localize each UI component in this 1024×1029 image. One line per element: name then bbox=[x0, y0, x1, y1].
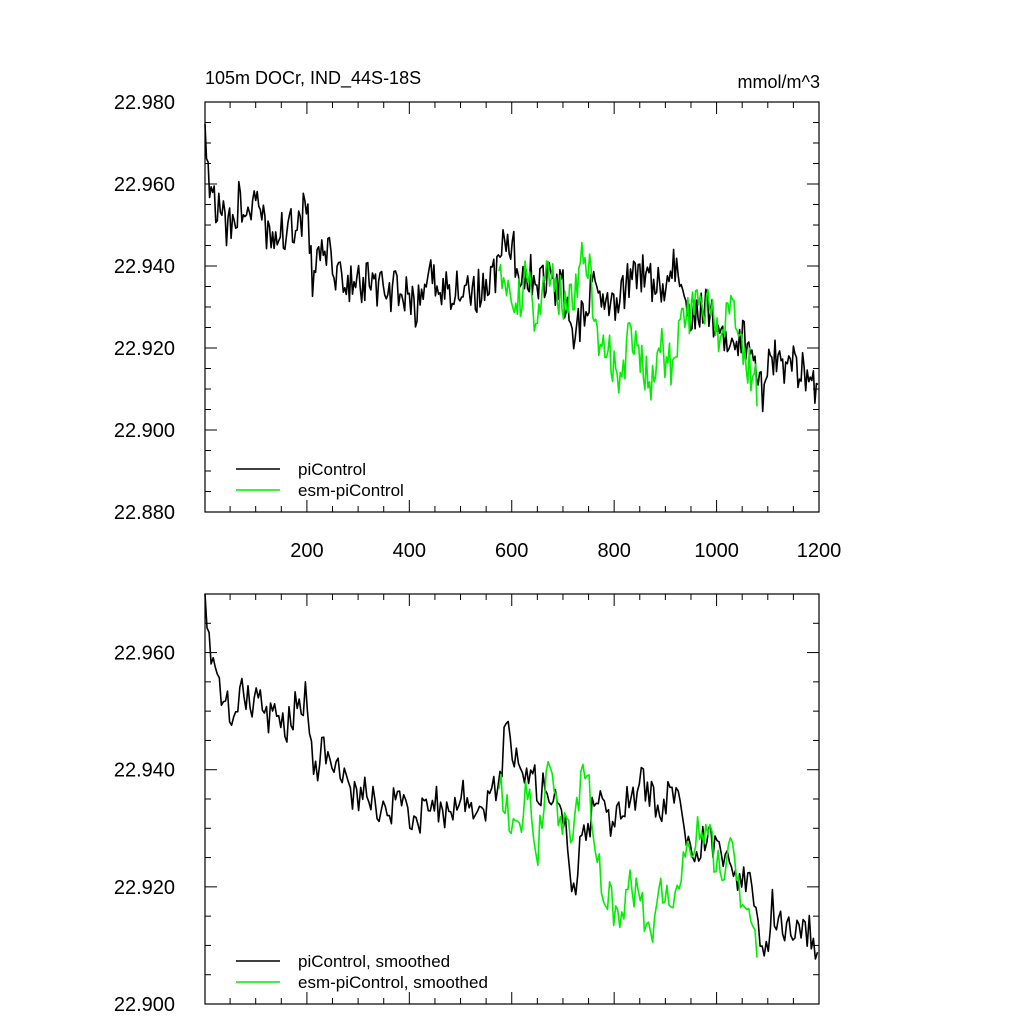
y-tick-label: 22.940 bbox=[114, 256, 175, 278]
x-tick-label: 1000 bbox=[694, 540, 739, 562]
series-line-esm-picontrol-smoothed bbox=[498, 760, 758, 958]
series-line-picontrol-smoothed bbox=[204, 593, 819, 960]
top-legend: piControl esm-piControl bbox=[236, 460, 404, 500]
series-line-esm-picontrol bbox=[498, 241, 758, 407]
legend-label-esm-picontrol-smoothed: esm-piControl, smoothed bbox=[298, 973, 488, 992]
x-tick-label: 800 bbox=[597, 540, 630, 562]
y-tick-label: 22.960 bbox=[114, 643, 175, 665]
bottom-legend: piControl, smoothed esm-piControl, smoot… bbox=[236, 952, 488, 992]
legend-label-esm-picontrol: esm-piControl bbox=[298, 481, 404, 500]
top-chart-title: 105m DOCr, IND_44S-18S bbox=[205, 68, 421, 89]
x-tick-label: 600 bbox=[495, 540, 528, 562]
y-tick-label: 22.920 bbox=[114, 338, 175, 360]
top-plot-frame bbox=[204, 101, 820, 513]
x-tick-label: 1200 bbox=[797, 540, 842, 562]
top-panel-gridticks: 200 400 600 800 1000 1200 22.880 22.900 22.920 22… bbox=[114, 92, 841, 562]
y-tick-label: 22.960 bbox=[114, 174, 175, 196]
y-tick-label: 22.900 bbox=[114, 994, 175, 1016]
y-tick-label: 22.900 bbox=[114, 420, 175, 442]
bottom-panel-series bbox=[204, 593, 819, 960]
y-tick-label: 22.940 bbox=[114, 760, 175, 782]
top-chart-units: mmol/m^3 bbox=[738, 72, 820, 92]
top-panel-series bbox=[204, 123, 819, 413]
y-tick-label: 22.980 bbox=[114, 92, 175, 114]
top-panel: 105m DOCr, IND_44S-18S mmol/m^3 200 400 60… bbox=[114, 68, 841, 562]
bottom-panel-gridticks: 22.900 22.920 22.940 22.960 bbox=[114, 593, 820, 1016]
y-tick-label: 22.880 bbox=[114, 502, 175, 524]
x-tick-label: 200 bbox=[290, 540, 323, 562]
bottom-plot-frame bbox=[204, 593, 820, 1005]
bottom-panel: 22.900 22.920 22.940 22.960 piControl, smoo… bbox=[114, 593, 820, 1016]
legend-label-picontrol: piControl bbox=[298, 460, 366, 479]
x-tick-label: 400 bbox=[393, 540, 426, 562]
legend-label-picontrol-smoothed: piControl, smoothed bbox=[298, 952, 450, 971]
y-tick-label: 22.920 bbox=[114, 877, 175, 899]
series-line-picontrol bbox=[204, 123, 819, 413]
